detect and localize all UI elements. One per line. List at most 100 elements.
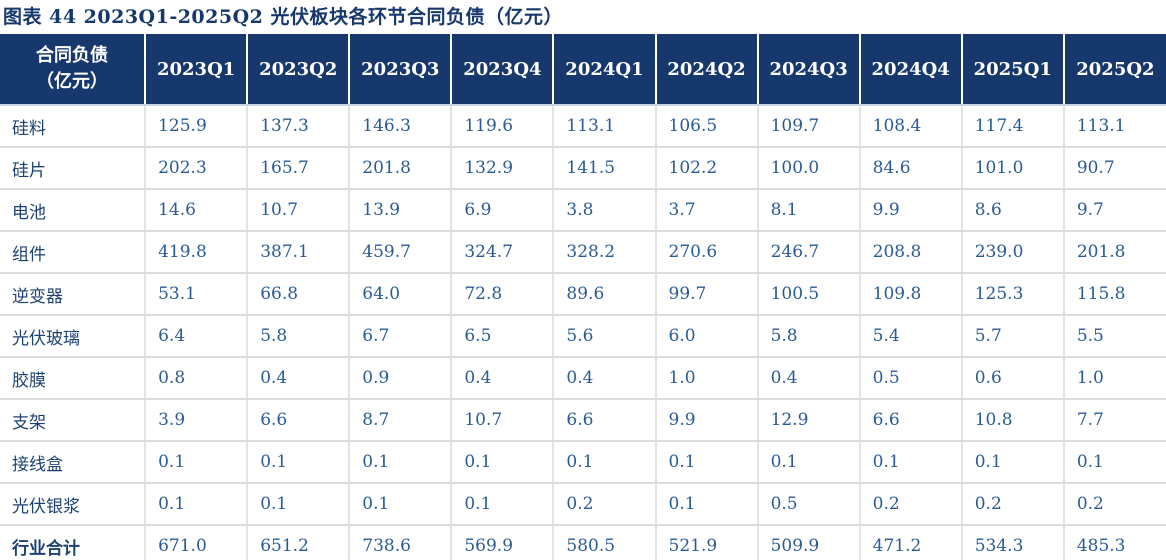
value-cell: 9.7 bbox=[1062, 189, 1166, 232]
value-cell: 0.4 bbox=[756, 357, 860, 400]
value-cell: 115.8 bbox=[1062, 273, 1166, 316]
header-cell-quarter: 2023Q3 bbox=[348, 34, 452, 106]
value-cell: 0.1 bbox=[552, 441, 656, 484]
value-cell: 117.4 bbox=[960, 105, 1064, 148]
row-label: 硅料 bbox=[0, 105, 146, 148]
value-cell: 239.0 bbox=[960, 231, 1064, 274]
header-label-line1: 合同负债 bbox=[36, 45, 109, 66]
table-row: 电池 14.6 10.7 13.9 6.9 3.8 3.7 8.1 9.9 8.6 9.7 bbox=[0, 189, 1166, 232]
value-cell: 8.1 bbox=[756, 189, 860, 232]
value-cell: 109.7 bbox=[756, 105, 860, 148]
value-cell: 89.6 bbox=[552, 273, 656, 316]
value-cell: 0.1 bbox=[1062, 441, 1166, 484]
value-cell: 10.8 bbox=[960, 399, 1064, 442]
value-cell: 64.0 bbox=[348, 273, 452, 316]
table-row: 硅料 125.9 137.3 146.3 119.6 113.1 106.5 109.7 108… bbox=[0, 105, 1166, 148]
value-cell: 5.4 bbox=[858, 315, 962, 358]
value-cell: 84.6 bbox=[858, 147, 962, 190]
value-cell: 0.1 bbox=[144, 441, 248, 484]
value-cell: 9.9 bbox=[858, 189, 962, 232]
value-cell: 534.3 bbox=[960, 525, 1064, 560]
value-cell: 72.8 bbox=[450, 273, 554, 316]
value-cell: 7.7 bbox=[1062, 399, 1166, 442]
row-label: 光伏玻璃 bbox=[0, 315, 146, 358]
value-cell: 6.6 bbox=[246, 399, 350, 442]
value-cell: 100.0 bbox=[756, 147, 860, 190]
value-cell: 99.7 bbox=[654, 273, 758, 316]
value-cell: 137.3 bbox=[246, 105, 350, 148]
value-cell: 0.2 bbox=[552, 483, 656, 526]
value-cell: 0.2 bbox=[960, 483, 1064, 526]
value-cell: 6.9 bbox=[450, 189, 554, 232]
value-cell: 202.3 bbox=[144, 147, 248, 190]
value-cell: 3.7 bbox=[654, 189, 758, 232]
table-row: 硅片 202.3 165.7 201.8 132.9 141.5 102.2 100.0 84.… bbox=[0, 147, 1166, 190]
value-cell: 509.9 bbox=[756, 525, 860, 560]
value-cell: 521.9 bbox=[654, 525, 758, 560]
value-cell: 0.4 bbox=[552, 357, 656, 400]
value-cell: 3.8 bbox=[552, 189, 656, 232]
value-cell: 10.7 bbox=[246, 189, 350, 232]
header-cell-quarter: 2025Q2 bbox=[1062, 34, 1166, 106]
value-cell: 6.6 bbox=[858, 399, 962, 442]
row-label: 接线盒 bbox=[0, 441, 146, 484]
row-label: 支架 bbox=[0, 399, 146, 442]
value-cell: 8.6 bbox=[960, 189, 1064, 232]
value-cell: 0.4 bbox=[450, 357, 554, 400]
value-cell: 90.7 bbox=[1062, 147, 1166, 190]
value-cell: 0.5 bbox=[756, 483, 860, 526]
value-cell: 6.7 bbox=[348, 315, 452, 358]
table-row-total: 行业合计 671.0 651.2 738.6 569.9 580.5 521.9 509.9 4… bbox=[0, 525, 1166, 560]
value-cell: 165.7 bbox=[246, 147, 350, 190]
row-label: 胶膜 bbox=[0, 357, 146, 400]
value-cell: 5.5 bbox=[1062, 315, 1166, 358]
value-cell: 580.5 bbox=[552, 525, 656, 560]
row-label: 硅片 bbox=[0, 147, 146, 190]
value-cell: 0.2 bbox=[858, 483, 962, 526]
value-cell: 113.1 bbox=[1062, 105, 1166, 148]
value-cell: 0.1 bbox=[654, 441, 758, 484]
contract-liabilities-table: 合同负债 （亿元） 2023Q1 2023Q2 2023Q3 2023Q4 2024Q1… bbox=[0, 34, 1166, 560]
value-cell: 6.4 bbox=[144, 315, 248, 358]
value-cell: 6.5 bbox=[450, 315, 554, 358]
value-cell: 13.9 bbox=[348, 189, 452, 232]
value-cell: 132.9 bbox=[450, 147, 554, 190]
value-cell: 0.1 bbox=[654, 483, 758, 526]
value-cell: 671.0 bbox=[144, 525, 248, 560]
table-body: 硅料 125.9 137.3 146.3 119.6 113.1 106.5 109.7 108… bbox=[0, 105, 1166, 560]
value-cell: 125.9 bbox=[144, 105, 248, 148]
value-cell: 201.8 bbox=[1062, 231, 1166, 274]
header-cell-quarter: 2024Q2 bbox=[654, 34, 758, 106]
header-cell-label: 合同负债 （亿元） bbox=[0, 34, 146, 106]
row-label: 行业合计 bbox=[0, 525, 146, 560]
header-cell-quarter: 2023Q2 bbox=[246, 34, 350, 106]
value-cell: 328.2 bbox=[552, 231, 656, 274]
table-row: 光伏玻璃 6.4 5.8 6.7 6.5 5.6 6.0 5.8 5.4 5.7 5.5 bbox=[0, 315, 1166, 358]
value-cell: 0.1 bbox=[858, 441, 962, 484]
value-cell: 1.0 bbox=[1062, 357, 1166, 400]
value-cell: 324.7 bbox=[450, 231, 554, 274]
header-cell-quarter: 2024Q1 bbox=[552, 34, 656, 106]
value-cell: 0.4 bbox=[246, 357, 350, 400]
value-cell: 109.8 bbox=[858, 273, 962, 316]
value-cell: 471.2 bbox=[858, 525, 962, 560]
value-cell: 1.0 bbox=[654, 357, 758, 400]
value-cell: 12.9 bbox=[756, 399, 860, 442]
value-cell: 419.8 bbox=[144, 231, 248, 274]
table-row: 组件 419.8 387.1 459.7 324.7 328.2 270.6 246.7 208… bbox=[0, 231, 1166, 274]
value-cell: 3.9 bbox=[144, 399, 248, 442]
value-cell: 141.5 bbox=[552, 147, 656, 190]
row-label: 电池 bbox=[0, 189, 146, 232]
value-cell: 100.5 bbox=[756, 273, 860, 316]
table-row: 胶膜 0.8 0.4 0.9 0.4 0.4 1.0 0.4 0.5 0.6 1.0 bbox=[0, 357, 1166, 400]
value-cell: 102.2 bbox=[654, 147, 758, 190]
header-cell-quarter: 2025Q1 bbox=[960, 34, 1064, 106]
table-header: 合同负债 （亿元） 2023Q1 2023Q2 2023Q3 2023Q4 2024Q1… bbox=[0, 34, 1166, 106]
header-cell-quarter: 2024Q4 bbox=[858, 34, 962, 106]
value-cell: 6.0 bbox=[654, 315, 758, 358]
value-cell: 0.1 bbox=[348, 441, 452, 484]
value-cell: 5.8 bbox=[246, 315, 350, 358]
value-cell: 201.8 bbox=[348, 147, 452, 190]
value-cell: 0.6 bbox=[960, 357, 1064, 400]
value-cell: 106.5 bbox=[654, 105, 758, 148]
